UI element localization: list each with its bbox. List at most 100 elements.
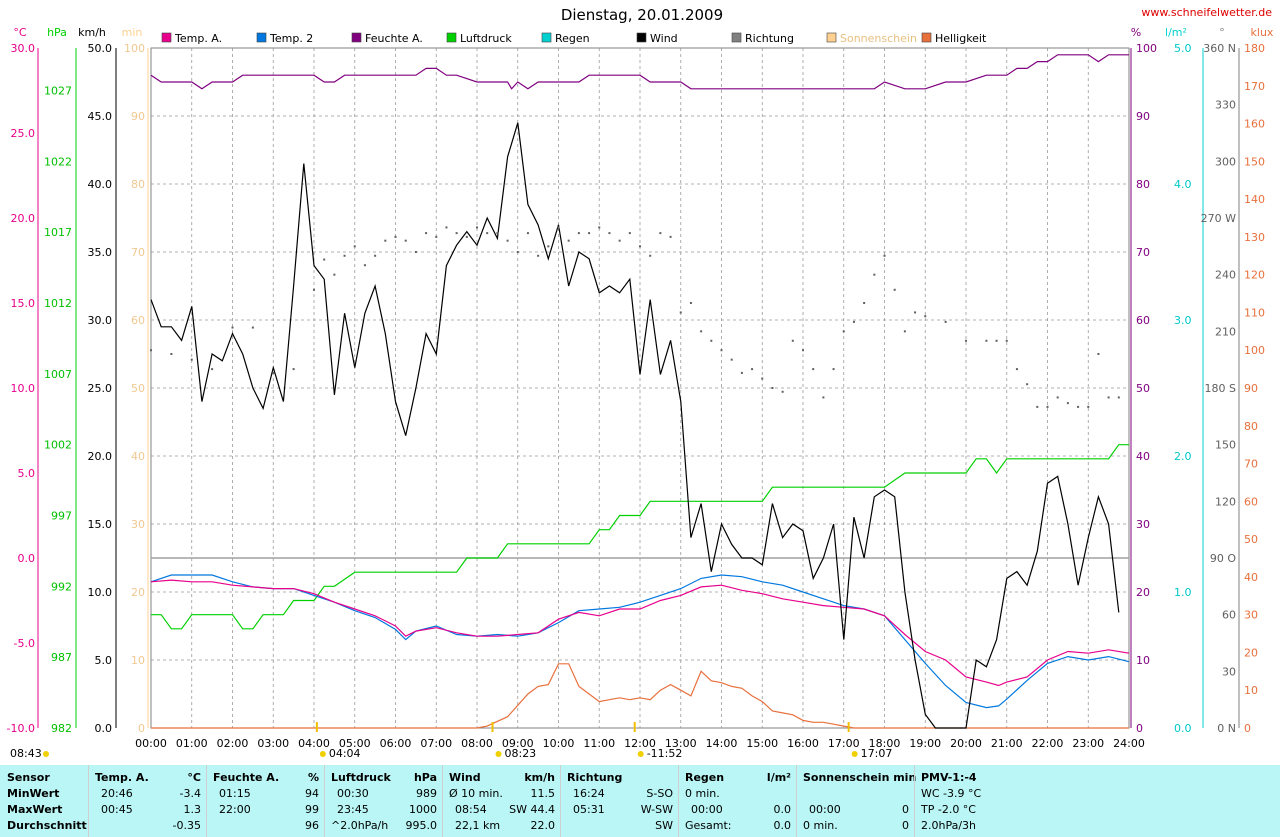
wind-tick-3: 35.0: [88, 246, 113, 259]
wind-tick-5: 25.0: [88, 382, 113, 395]
sunrise-label: 08:43: [10, 747, 42, 760]
x-tick-10: 10:00: [543, 737, 575, 750]
x-tick-9: 09:00: [502, 737, 534, 750]
direction-point-48: [720, 349, 723, 352]
rain-tick-4: 1.0: [1174, 586, 1192, 599]
humidity-tick-0: 100: [1136, 42, 1157, 55]
direction-tick-8: 120: [1215, 495, 1236, 508]
sun-marker-label-2: -11:52: [647, 747, 683, 760]
pressure-tick-2: 1017: [44, 226, 72, 239]
wind-tick-1: 45.0: [88, 110, 113, 123]
temp-tick-8: -10.0: [7, 722, 35, 735]
pressure-tick-5: 1002: [44, 439, 72, 452]
direction-point-80: [1077, 405, 1080, 408]
direction-point-19: [425, 232, 428, 235]
stats-sonne-label: Sonnenschein min: [803, 771, 917, 784]
sun-marker-label-0: 04:04: [329, 747, 361, 760]
stats-sonne-r3b: 0: [902, 819, 909, 832]
legend-label-3: Luftdruck: [460, 32, 512, 45]
direction-point-30: [537, 254, 540, 257]
direction-point-20: [435, 235, 438, 238]
stats-feuchte-avg: 96: [305, 819, 319, 832]
stats-temp-max: 1.3: [183, 803, 202, 816]
x-tick-13: 13:00: [665, 737, 697, 750]
axes: 30.0 25.0 20.0 15.0 10.0 5.0 0.0 -5.0 -10.0 1027 1…: [7, 42, 1265, 750]
stats-regen-label: Regen: [685, 771, 725, 784]
stats-temp-label: Temp. A.: [95, 771, 149, 784]
direction-point-33: [567, 239, 570, 242]
direction-point-13: [363, 264, 366, 267]
direction-point-37: [608, 232, 611, 235]
direction-point-6: [272, 371, 275, 374]
stats-temp-min-time: 20:46: [101, 787, 133, 800]
direction-point-70: [965, 339, 967, 342]
direction-point-7: [292, 368, 295, 371]
stats-regen-r2b: 0.0: [773, 803, 792, 816]
stats-regen-unit: l/m²: [766, 771, 791, 784]
x-tick-2: 02:00: [217, 737, 249, 750]
direction-point-18: [414, 251, 417, 253]
unit-pressure: hPa: [47, 26, 67, 39]
direction-point-57: [812, 368, 815, 371]
temp-tick-2: 20.0: [11, 212, 36, 225]
direction-point-47: [710, 339, 713, 342]
direction-point-4: [231, 326, 234, 329]
unit-rain: l/m²: [1165, 26, 1187, 39]
x-tick-0: 00:00: [135, 737, 167, 750]
stats-richtung-column: Richtung 16:24 S-SO 05:31 W-SW SW: [560, 765, 679, 837]
direction-point-60: [842, 330, 845, 333]
direction-point-21: [445, 226, 448, 229]
stats-sonne-r3a: 0 min.: [803, 819, 838, 832]
direction-tick-6: 180 S: [1205, 382, 1236, 395]
stats-wind-column: Wind km/h Ø 10 min. 11.5 08:54 SW 44.4 2…: [442, 765, 561, 837]
humidity-tick-3: 70: [1136, 246, 1150, 259]
wind-tick-7: 15.0: [88, 518, 113, 531]
direction-point-39: [628, 232, 631, 235]
stats-sensor-header: Sensor: [7, 771, 50, 784]
stats-row-min: MinWert: [7, 787, 60, 800]
stats-wind-r3a: 22,1 km: [455, 819, 501, 832]
x-tick-11: 11:00: [583, 737, 615, 750]
x-tick-1: 01:00: [176, 737, 208, 750]
legend-swatch-1: [256, 32, 267, 43]
direction-point-79: [1066, 402, 1069, 405]
stats-regen-column: Regen l/m² 0 min. 00:00 0.0 Gesamt: 0.0: [678, 765, 797, 837]
site-url[interactable]: www.schneifelwetter.de: [1141, 6, 1272, 19]
series-temp-a: [150, 579, 1130, 687]
stats-panel: Sensor MinWert MaxWert Durchschnitt Temp…: [0, 765, 1280, 837]
humidity-tick-4: 60: [1136, 314, 1150, 327]
direction-point-29: [526, 232, 529, 235]
direction-point-76: [1036, 405, 1039, 408]
direction-tick-12: 0 N: [1217, 722, 1236, 735]
stats-temp-max-time: 00:45: [101, 803, 133, 816]
x-tick-3: 03:00: [257, 737, 289, 750]
direction-tick-3: 270 W: [1201, 212, 1236, 225]
stats-regen-r2a: 00:00: [691, 803, 723, 816]
brightness-tick-7: 110: [1244, 306, 1265, 319]
direction-tick-5: 210: [1215, 325, 1236, 338]
direction-point-22: [455, 232, 458, 235]
direction-point-9: [323, 258, 326, 261]
humidity-tick-1: 90: [1136, 110, 1150, 123]
direction-point-40: [639, 245, 641, 248]
legend-label-0: Temp. A.: [174, 32, 222, 45]
stats-luftdruck-max: 1000: [409, 803, 437, 816]
direction-point-67: [914, 311, 917, 314]
sun-marker-icon-3: [851, 751, 858, 757]
brightness-tick-3: 150: [1244, 155, 1265, 168]
pressure-tick-7: 992: [51, 580, 72, 593]
legend-label-5: Wind: [650, 32, 678, 45]
direction-tick-10: 60: [1222, 609, 1236, 622]
direction-point-41: [649, 254, 652, 257]
direction-point-65: [893, 288, 896, 291]
direction-point-77: [1046, 405, 1049, 408]
brightness-tick-18: 0: [1244, 722, 1251, 735]
temp-tick-0: 30.0: [11, 42, 36, 55]
legend-label-1: Temp. 2: [269, 32, 313, 45]
direction-point-51: [751, 368, 754, 371]
sunshine-tick-4: 60: [131, 314, 145, 327]
stats-sonne-r2b: 0: [902, 803, 909, 816]
direction-point-31: [547, 245, 550, 248]
stats-richtung-r1b: S-SO: [646, 787, 673, 800]
weather-chart: Dienstag, 20.01.2009 www.schneifelwetter…: [7, 6, 1274, 760]
